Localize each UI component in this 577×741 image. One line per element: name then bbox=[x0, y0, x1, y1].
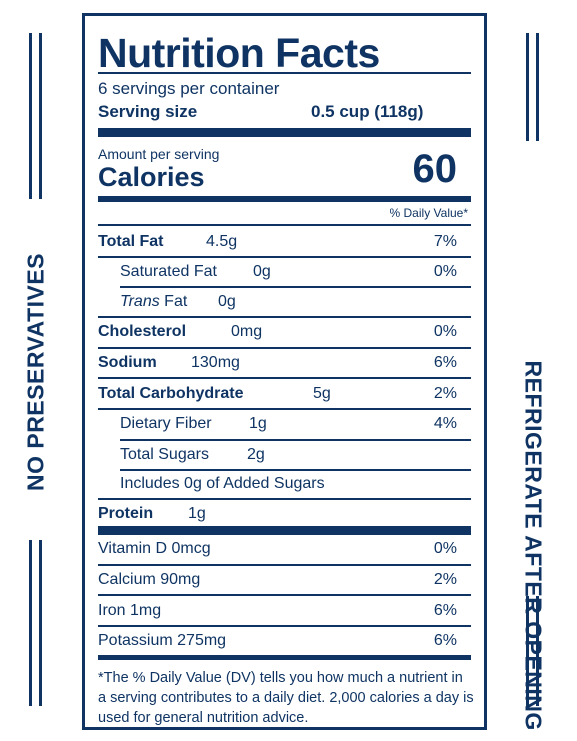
footnote-rule bbox=[98, 655, 471, 660]
trans-fat-italic: Trans bbox=[120, 293, 160, 310]
trans-fat-label: Trans Fat bbox=[120, 294, 187, 310]
trans-fat-amount: 0g bbox=[218, 293, 236, 310]
dietary-fiber-amount: 1g bbox=[249, 415, 267, 432]
no-preservatives-text: NO PRESERVATIVES bbox=[22, 252, 49, 492]
protein-label: Protein bbox=[98, 505, 154, 522]
iron-label: Iron 1mg bbox=[98, 602, 162, 619]
vitamin-d-label: Vitamin D 0mcg bbox=[98, 540, 211, 557]
right-top-lines bbox=[526, 33, 540, 141]
refrigerate-after-opening-text: REFRIGERATE AFTER OPENING bbox=[520, 360, 547, 731]
total-carbohydrate-dv: 2% bbox=[433, 385, 457, 402]
sodium-amount: 130mg bbox=[191, 354, 240, 371]
row-rule bbox=[98, 316, 471, 318]
label-title: Nutrition Facts bbox=[98, 30, 380, 76]
left-top-lines bbox=[29, 33, 43, 199]
dietary-fiber-dv: 4% bbox=[433, 415, 457, 432]
right-bottom-lines bbox=[526, 596, 540, 706]
total-carbohydrate-amount: 5g bbox=[313, 385, 331, 402]
nutrition-facts-panel: Nutrition Facts 6 servings per container… bbox=[82, 13, 487, 730]
total-sugars-amount: 2g bbox=[247, 446, 265, 463]
calories-value: 60 bbox=[412, 147, 458, 191]
trans-fat-word: Fat bbox=[164, 293, 188, 310]
cholesterol-label: Cholesterol bbox=[98, 323, 187, 340]
row-rule bbox=[98, 408, 471, 410]
calories-label: Calories bbox=[98, 162, 205, 192]
left-bottom-lines bbox=[29, 540, 43, 706]
calcium-label: Calcium 90mg bbox=[98, 571, 201, 588]
saturated-fat-label: Saturated Fat bbox=[120, 263, 217, 280]
saturated-fat-dv: 0% bbox=[433, 263, 457, 280]
servings-per-container: 6 servings per container bbox=[98, 79, 280, 98]
row-rule bbox=[98, 594, 471, 596]
protein-thick-rule bbox=[98, 526, 471, 535]
row-rule bbox=[120, 286, 471, 288]
dietary-fiber-label: Dietary Fiber bbox=[120, 415, 212, 432]
serving-size-value: 0.5 cup (118g) bbox=[311, 102, 424, 121]
row-rule bbox=[120, 469, 471, 471]
total-fat-label: Total Fat bbox=[98, 233, 164, 250]
daily-value-header: % Daily Value* bbox=[389, 206, 468, 220]
row-rule bbox=[98, 347, 471, 349]
total-fat-amount: 4.5g bbox=[206, 233, 238, 250]
row-rule bbox=[98, 564, 471, 566]
row-rule bbox=[98, 377, 471, 379]
iron-dv: 6% bbox=[433, 602, 457, 619]
serving-size-label: Serving size bbox=[98, 102, 198, 121]
sodium-dv: 6% bbox=[433, 354, 457, 371]
footnote: *The % Daily Value (DV) tells you how mu… bbox=[98, 670, 474, 726]
title-rule bbox=[98, 72, 471, 74]
row-rule bbox=[98, 498, 471, 500]
protein-amount: 1g bbox=[188, 505, 206, 522]
total-sugars-label: Total Sugars bbox=[120, 446, 209, 463]
saturated-fat-amount: 0g bbox=[253, 263, 271, 280]
amount-per-serving: Amount per serving bbox=[98, 146, 220, 162]
potassium-dv: 6% bbox=[433, 632, 457, 649]
row-rule bbox=[98, 256, 471, 258]
total-carbohydrate-label: Total Carbohydrate bbox=[98, 385, 244, 402]
dv-rule bbox=[98, 224, 471, 226]
cholesterol-amount: 0mg bbox=[231, 323, 263, 340]
row-rule bbox=[120, 439, 471, 441]
potassium-label: Potassium 275mg bbox=[98, 632, 227, 649]
calcium-dv: 2% bbox=[433, 571, 457, 588]
total-fat-dv: 7% bbox=[433, 233, 457, 250]
vitamin-d-dv: 0% bbox=[433, 540, 457, 557]
cholesterol-dv: 0% bbox=[433, 323, 457, 340]
sodium-label: Sodium bbox=[98, 354, 157, 371]
added-sugars-label: Includes 0g of Added Sugars bbox=[120, 475, 325, 492]
row-rule bbox=[98, 625, 471, 627]
calories-rule bbox=[98, 196, 471, 202]
serving-thick-rule bbox=[98, 128, 471, 137]
